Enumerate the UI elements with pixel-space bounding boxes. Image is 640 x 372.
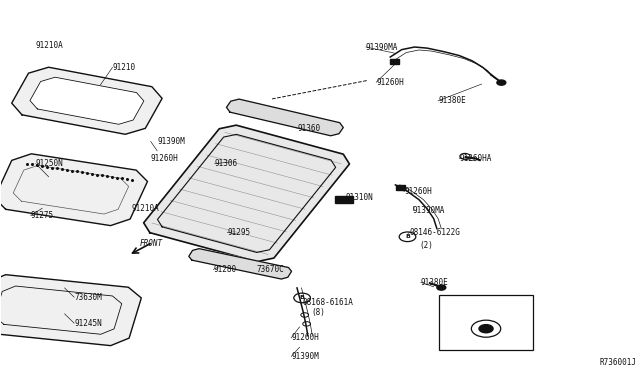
Text: W/O SUNROOF: W/O SUNROOF xyxy=(448,295,499,304)
Text: 08168-6161A: 08168-6161A xyxy=(303,298,354,307)
Text: 91260H: 91260H xyxy=(376,78,404,87)
Bar xyxy=(439,295,533,350)
Text: 91250N: 91250N xyxy=(36,159,63,168)
Text: 91260H: 91260H xyxy=(404,187,432,196)
Text: 91310N: 91310N xyxy=(346,193,373,202)
Polygon shape xyxy=(30,77,144,124)
Text: 08146-6122G: 08146-6122G xyxy=(410,228,460,237)
Text: 91380E: 91380E xyxy=(438,96,466,105)
Text: 91245N: 91245N xyxy=(74,319,102,328)
Polygon shape xyxy=(227,99,343,136)
Text: 73670C: 73670C xyxy=(256,265,284,274)
Text: 91260F: 91260F xyxy=(476,335,504,344)
Text: 91260H: 91260H xyxy=(291,333,319,343)
Text: 91360: 91360 xyxy=(298,124,321,133)
Circle shape xyxy=(437,285,446,290)
Text: 91390MA: 91390MA xyxy=(366,42,398,51)
Text: FRONT: FRONT xyxy=(140,239,163,248)
Polygon shape xyxy=(143,125,349,262)
Text: (2): (2) xyxy=(419,241,433,250)
FancyBboxPatch shape xyxy=(335,196,353,203)
Text: 91390MA: 91390MA xyxy=(413,206,445,215)
Text: 91275: 91275 xyxy=(31,211,54,220)
Text: 73630M: 73630M xyxy=(74,293,102,302)
Text: 91306: 91306 xyxy=(214,159,237,168)
Text: 91295: 91295 xyxy=(227,228,250,237)
Circle shape xyxy=(479,325,493,333)
Text: 91390M: 91390M xyxy=(291,352,319,361)
Text: R736001J: R736001J xyxy=(599,358,636,367)
Text: 91380E: 91380E xyxy=(421,278,449,287)
Polygon shape xyxy=(0,154,147,225)
Text: 91280: 91280 xyxy=(213,265,236,274)
Text: B: B xyxy=(405,234,410,239)
Text: (8): (8) xyxy=(312,308,326,317)
Text: 91260H: 91260H xyxy=(151,154,179,163)
Polygon shape xyxy=(189,248,292,279)
Text: 91210: 91210 xyxy=(113,63,136,72)
Circle shape xyxy=(497,80,506,85)
Polygon shape xyxy=(12,67,162,134)
Text: 91210A: 91210A xyxy=(132,204,159,213)
Polygon shape xyxy=(0,275,141,346)
Text: 91390M: 91390M xyxy=(157,137,185,146)
Text: 91210A: 91210A xyxy=(36,41,63,50)
Bar xyxy=(396,185,405,190)
Text: 91260HA: 91260HA xyxy=(460,154,492,163)
Text: B: B xyxy=(300,295,305,301)
Bar xyxy=(390,59,399,64)
